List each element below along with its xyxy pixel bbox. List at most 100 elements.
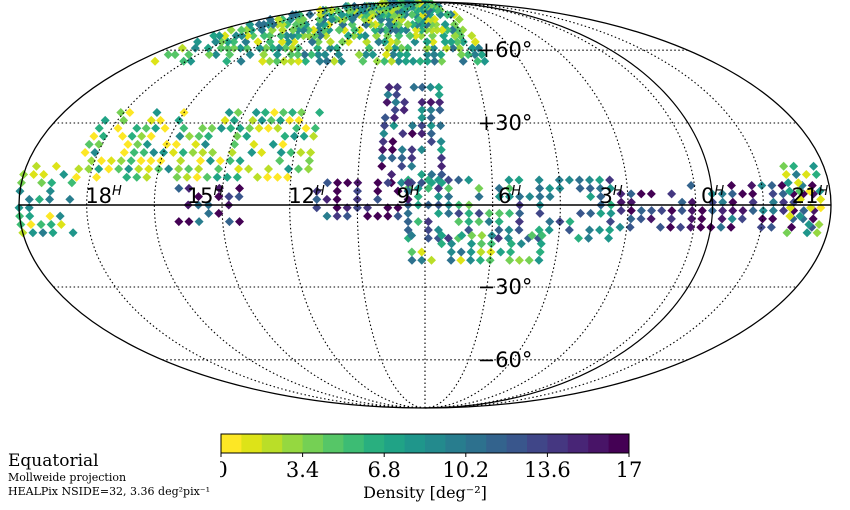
density-pixel	[444, 208, 454, 218]
density-pixel	[480, 56, 490, 66]
density-pixel	[748, 206, 758, 216]
density-pixel	[676, 222, 686, 232]
density-pixel	[45, 186, 55, 196]
density-pixel	[177, 43, 187, 53]
density-pixel	[379, 129, 389, 139]
density-pixel	[322, 178, 332, 188]
density-pixel	[422, 50, 432, 60]
density-pixel	[235, 183, 245, 193]
density-pixel	[782, 228, 792, 238]
density-pixel	[464, 208, 474, 218]
density-pixel	[283, 37, 293, 47]
density-pixel	[274, 43, 284, 53]
density-pixel	[757, 181, 767, 191]
density-pixel	[636, 206, 646, 216]
density-pixel	[245, 50, 255, 60]
density-pixel	[426, 82, 436, 92]
density-pixel	[437, 25, 447, 35]
density-pixel	[426, 137, 436, 147]
density-pixel	[737, 214, 747, 224]
density-pixel	[303, 164, 313, 174]
density-pixel	[388, 50, 398, 60]
density-pixel	[504, 225, 514, 235]
density-pixel	[236, 25, 246, 35]
density-pixel	[434, 82, 444, 92]
density-pixel	[667, 189, 677, 199]
colorbar-bin	[241, 434, 263, 453]
density-pixel	[574, 233, 584, 243]
density-pixel	[416, 31, 426, 41]
density-pixel	[200, 139, 210, 149]
density-pixel	[466, 247, 476, 257]
density-pixel	[494, 217, 504, 227]
density-pixel	[370, 25, 380, 35]
density-pixel	[383, 90, 393, 100]
density-pixel	[477, 231, 487, 241]
density-pixel	[476, 239, 486, 249]
density-pixel	[447, 239, 457, 249]
density-pixel	[293, 56, 303, 66]
density-pixel	[457, 231, 467, 241]
density-pixel	[407, 161, 417, 171]
density-pixel	[227, 148, 237, 158]
density-pixel	[37, 178, 47, 188]
density-pixel	[264, 164, 274, 174]
density-pixel	[768, 214, 778, 224]
density-pixel	[160, 123, 170, 133]
density-pixel	[263, 123, 273, 133]
colorbar-bin	[445, 434, 467, 453]
density-pixel	[494, 225, 504, 235]
density-pixel	[368, 50, 378, 60]
density-pixel	[808, 214, 818, 224]
density-pixel	[423, 217, 433, 227]
density-pixel	[55, 211, 65, 221]
density-pixel	[446, 247, 456, 257]
density-pixel	[313, 50, 323, 60]
density-pixel	[791, 169, 801, 179]
colorbar-tick-label: 13.6	[524, 458, 571, 482]
density-pixel	[435, 97, 445, 107]
density-pixel	[504, 183, 514, 193]
density-pixel	[232, 172, 242, 182]
projection-label: Mollweide projection	[8, 471, 127, 484]
density-pixel	[24, 194, 34, 204]
density-pixel	[205, 156, 215, 166]
dec-tick-label: −30°	[478, 275, 533, 299]
density-pixel	[473, 56, 483, 66]
density-pixel	[186, 56, 196, 66]
density-pixel	[267, 25, 277, 35]
meridian-line	[424, 1, 697, 409]
density-pixel	[378, 145, 388, 155]
density-pixel	[257, 115, 267, 125]
density-pixel	[94, 164, 104, 174]
density-pixel	[506, 247, 516, 257]
density-pixel	[727, 189, 737, 199]
density-pixel	[574, 175, 584, 185]
density-pixel	[164, 164, 174, 174]
density-pixel	[454, 14, 464, 24]
density-pixel	[535, 247, 545, 257]
density-pixel	[275, 156, 285, 166]
density-pixel	[242, 31, 252, 41]
density-pixel	[795, 186, 805, 196]
density-pixel	[456, 247, 466, 257]
density-pixel	[136, 156, 146, 166]
density-pixel	[220, 31, 230, 41]
density-pixel	[474, 217, 484, 227]
density-pixel	[417, 255, 427, 265]
density-pixel	[214, 164, 224, 174]
density-pixel	[474, 208, 484, 218]
density-pixel	[778, 189, 788, 199]
density-pixel	[48, 228, 58, 238]
density-pixel	[373, 178, 383, 188]
density-pixel	[470, 37, 480, 47]
density-pixel	[783, 178, 793, 188]
density-pixel	[407, 129, 417, 139]
projection-info: Equatorial Mollweide projection HEALPix …	[8, 451, 210, 499]
density-pixel	[277, 37, 287, 47]
density-pixel	[440, 37, 450, 47]
density-pixel	[417, 105, 427, 115]
density-pixel	[525, 192, 535, 202]
density-pixel	[194, 217, 204, 227]
colorbar-label: Density [deg⁻²]	[363, 483, 487, 502]
